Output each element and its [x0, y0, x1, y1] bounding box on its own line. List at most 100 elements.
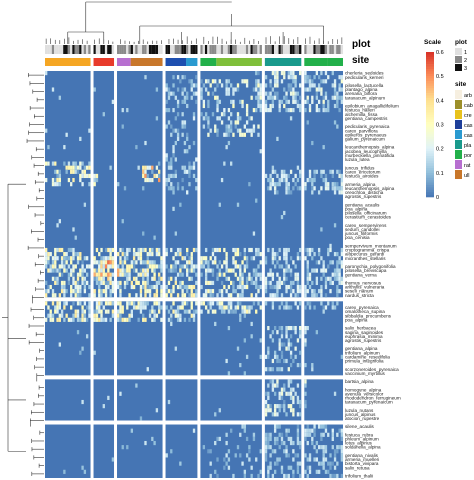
- heatmap-cell: [102, 112, 105, 117]
- heatmap-cell: [104, 272, 108, 277]
- heatmap-cell: [269, 268, 272, 273]
- site-annotation-segment: [186, 58, 198, 66]
- heatmap-cell: [243, 247, 246, 253]
- heatmap-cell: [311, 186, 314, 191]
- heatmap-cell: [327, 182, 330, 187]
- heatmap-cell: [287, 383, 290, 388]
- heatmap-cell: [296, 99, 300, 104]
- heatmap-cell: [167, 91, 171, 96]
- plot-annotation-cell: [209, 45, 212, 54]
- heatmap-cell: [236, 305, 240, 310]
- heatmap-block: [117, 424, 163, 478]
- heatmap-cell: [151, 165, 154, 170]
- heatmap-cell: [283, 71, 286, 76]
- heatmap-cell: [165, 87, 168, 92]
- heatmap-cell: [283, 449, 286, 454]
- heatmap-cell: [278, 99, 281, 104]
- heatmap-cell: [289, 440, 293, 446]
- species-label: festuca_rubra: [345, 432, 374, 437]
- heatmap-cell: [45, 71, 48, 76]
- heatmap-cell: [241, 99, 244, 104]
- heatmap-cell: [70, 305, 73, 310]
- heatmap-cell: [202, 264, 206, 269]
- heatmap-cell: [292, 440, 295, 446]
- heatmap-cell: [285, 334, 288, 339]
- heatmap-cell: [292, 260, 295, 265]
- site-annotation-segment: [93, 58, 115, 66]
- heatmap-cell: [174, 309, 177, 314]
- heatmap-cell: [294, 99, 297, 104]
- heatmap-cell: [74, 313, 77, 318]
- heatmap-cell: [128, 276, 131, 281]
- heatmap-cell: [155, 173, 159, 179]
- heatmap-cell: [148, 293, 152, 298]
- heatmap-cell: [117, 317, 120, 322]
- heatmap-cell: [299, 445, 302, 450]
- heatmap-cell: [269, 445, 272, 450]
- heatmap-cell: [76, 280, 80, 285]
- plot-annotation-cell: [45, 45, 48, 54]
- heatmap-cell: [192, 293, 196, 298]
- heatmap-cell: [137, 301, 140, 306]
- heatmap-cell: [56, 223, 59, 228]
- heatmap-cell: [283, 383, 286, 388]
- heatmap-cell: [146, 301, 149, 306]
- heatmap-cell: [259, 469, 262, 474]
- heatmap-cell: [227, 140, 231, 146]
- heatmap-cell: [142, 260, 145, 265]
- plot-annotation-cell: [128, 45, 131, 54]
- heatmap-cell: [83, 289, 87, 294]
- heatmap-cell: [243, 371, 246, 376]
- heatmap-cell: [148, 309, 152, 314]
- heatmap-cell: [119, 309, 122, 314]
- heatmap-cell: [209, 461, 212, 466]
- heatmap-cell: [234, 272, 237, 277]
- heatmap-cell: [54, 309, 57, 314]
- heatmap-cell: [54, 247, 57, 253]
- heatmap-cell: [267, 391, 270, 396]
- species-label: rhododendron_ferrugineum: [345, 395, 401, 400]
- plot-annotation-cell: [95, 45, 99, 54]
- heatmap-cell: [236, 252, 240, 257]
- heatmap-cell: [287, 436, 290, 442]
- heatmap-cell: [179, 313, 182, 318]
- heatmap-cell: [306, 247, 309, 253]
- heatmap-cell: [269, 95, 272, 100]
- heatmap-cell: [79, 284, 82, 290]
- heatmap-cell: [174, 268, 177, 273]
- heatmap-cell: [285, 449, 288, 454]
- heatmap-cell: [220, 301, 224, 306]
- heatmap-cell: [76, 260, 80, 265]
- heatmap-cell: [172, 153, 175, 158]
- plot-annotation-cell: [195, 45, 198, 54]
- heatmap-cell: [287, 75, 290, 80]
- heatmap-cell: [234, 120, 237, 125]
- heatmap-cell: [338, 268, 341, 273]
- heatmap-cell: [273, 182, 277, 187]
- scale-colorbar-step: [426, 175, 434, 178]
- heatmap-cell: [146, 276, 149, 281]
- heatmap-cell: [299, 95, 302, 100]
- heatmap-cell: [304, 330, 307, 335]
- heatmap-cell: [76, 289, 80, 294]
- heatmap-cell: [324, 268, 328, 273]
- plot-annotation-cell: [211, 45, 215, 54]
- species-label: epikeros_pyrenaeus: [345, 132, 387, 137]
- heatmap-cell: [280, 334, 284, 339]
- heatmap-cell: [331, 186, 334, 191]
- heatmap-cell: [308, 276, 312, 281]
- heatmap-cell: [239, 128, 242, 133]
- heatmap-cell: [121, 268, 124, 273]
- heatmap-cell: [271, 412, 275, 417]
- heatmap-cell: [153, 264, 156, 269]
- heatmap-cell: [294, 391, 297, 396]
- heatmap-cell: [63, 469, 66, 474]
- heatmap-cell: [230, 161, 233, 166]
- heatmap-cell: [95, 280, 99, 285]
- heatmap-cell: [267, 395, 270, 400]
- heatmap-cell: [241, 103, 244, 109]
- plot-annotation-cell: [117, 45, 120, 54]
- plot-annotation-cell: [329, 45, 332, 54]
- heatmap-cell: [252, 272, 256, 277]
- heatmap-cell: [308, 173, 312, 179]
